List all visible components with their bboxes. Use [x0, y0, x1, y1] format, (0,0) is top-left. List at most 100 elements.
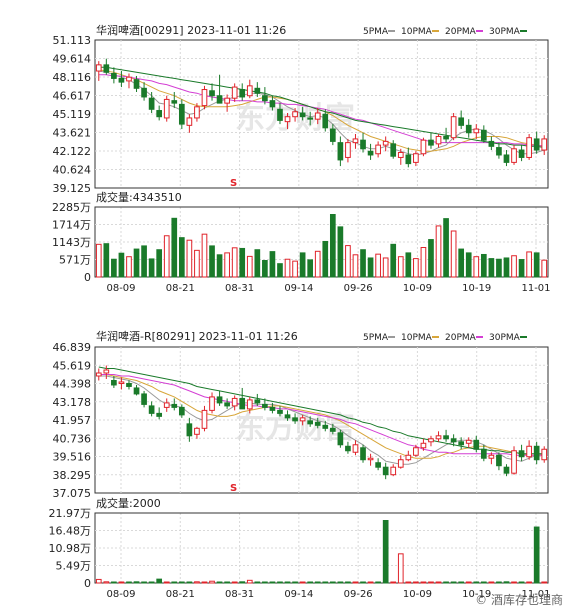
candle — [178, 99, 185, 130]
price-tick-label: 41.957 — [53, 414, 92, 427]
date-tick-label: 08-09 — [106, 589, 135, 600]
candle — [503, 150, 510, 167]
candle — [307, 416, 314, 427]
price-tick-label: 40.736 — [53, 432, 92, 445]
candle — [397, 455, 404, 469]
volume-bar — [473, 581, 480, 584]
date-tick-label: 11-01 — [521, 283, 550, 294]
volume-bar — [201, 581, 208, 584]
candles — [95, 365, 548, 480]
volume-bar — [428, 581, 434, 584]
candle — [194, 103, 200, 122]
ma-legend-label: 30PMA — [489, 333, 521, 343]
volume-bar — [382, 520, 389, 584]
volume-bar — [503, 581, 510, 584]
volume-bar — [329, 581, 336, 584]
date-tick-label: 08-21 — [166, 589, 195, 600]
price-tick-label: 44.398 — [53, 378, 92, 391]
volume-tick-label: 16.48万 — [49, 525, 92, 538]
volume-bar — [496, 581, 502, 584]
volume-bar — [231, 581, 238, 584]
date-tick-label: 10-09 — [403, 589, 432, 600]
volume-bar — [126, 256, 132, 278]
price-tick-label: 46.839 — [53, 341, 92, 354]
volume-bar — [473, 256, 480, 278]
volume-bar — [284, 258, 291, 278]
candle — [473, 435, 480, 453]
candle — [103, 365, 110, 379]
volume-bar — [246, 255, 253, 278]
candle — [111, 67, 117, 84]
sell-mark: S — [230, 178, 237, 189]
ma-legend-label: 10PMA — [401, 333, 433, 343]
volume-bar — [239, 581, 246, 584]
candle — [284, 410, 291, 421]
volume-tick-label: 21.97万 — [49, 507, 92, 520]
volume-bar — [465, 581, 472, 584]
volume-bar — [269, 251, 276, 278]
volume-bar — [405, 581, 412, 584]
date-tick-labels: 08-09 08-21 08-31 09-14 09-26 10-09 10-19 11-01 — [106, 283, 550, 294]
volume-bar — [224, 581, 230, 584]
candle — [450, 434, 457, 447]
volume-bar — [148, 258, 155, 278]
volume-bar — [118, 581, 125, 584]
volume-bar — [390, 581, 397, 584]
volume-label: 成交量:2000 — [96, 496, 161, 510]
volume-bar — [95, 243, 102, 278]
candle — [262, 398, 268, 411]
price-tick-labels: 51.113 49.614 48.116 46.617 45.119 43.621 42.1… — [53, 34, 92, 195]
candle — [148, 401, 155, 417]
volume-bar — [141, 245, 147, 278]
candle — [299, 414, 306, 426]
volume-bar — [201, 233, 208, 278]
volume-bar — [262, 581, 268, 584]
volume-bar — [496, 258, 502, 278]
candle — [201, 85, 208, 110]
price-tick-label: 45.119 — [53, 108, 92, 121]
volume-bar — [382, 257, 389, 278]
volume-tick-label: 1714万 — [52, 219, 91, 232]
date-tick-label: 08-21 — [166, 283, 195, 294]
candle — [239, 387, 246, 410]
volume-tick-label: 0 — [84, 271, 91, 284]
candle — [216, 390, 223, 406]
candle — [345, 138, 351, 163]
candle — [518, 145, 525, 162]
candle — [118, 71, 125, 88]
volume-bar — [397, 256, 404, 278]
price-tick-label: 46.617 — [53, 90, 92, 103]
volume-bar — [163, 581, 170, 584]
candle — [126, 380, 132, 390]
volume-bar — [405, 252, 412, 278]
candle — [292, 108, 298, 122]
candle — [503, 464, 510, 477]
candle — [216, 74, 223, 104]
volume-bar — [360, 249, 366, 278]
candle — [277, 405, 283, 417]
volume-bar — [186, 581, 193, 584]
volume-bar — [329, 214, 336, 278]
candle — [375, 458, 381, 471]
ma-legend-label: 20PMA — [445, 333, 477, 343]
footer-watermark: © 酒库存也理商 — [475, 593, 563, 607]
volume-bar — [518, 259, 525, 278]
candle — [382, 136, 389, 152]
candle — [126, 73, 132, 89]
date-tick-label: 08-09 — [106, 283, 135, 294]
candle — [382, 462, 389, 480]
volume-bar — [178, 237, 185, 278]
volume-bar — [171, 217, 178, 278]
volume-bar — [292, 581, 298, 584]
candle — [133, 75, 140, 93]
volume-bar — [526, 251, 532, 278]
candle — [360, 132, 366, 153]
volume-bar — [314, 581, 321, 584]
candle — [95, 368, 102, 381]
volume-tick-label: 571万 — [59, 254, 91, 267]
candle — [413, 151, 419, 167]
date-tick-label: 09-14 — [284, 283, 313, 294]
candle — [443, 127, 449, 143]
candle — [239, 83, 246, 101]
candle — [254, 393, 261, 406]
